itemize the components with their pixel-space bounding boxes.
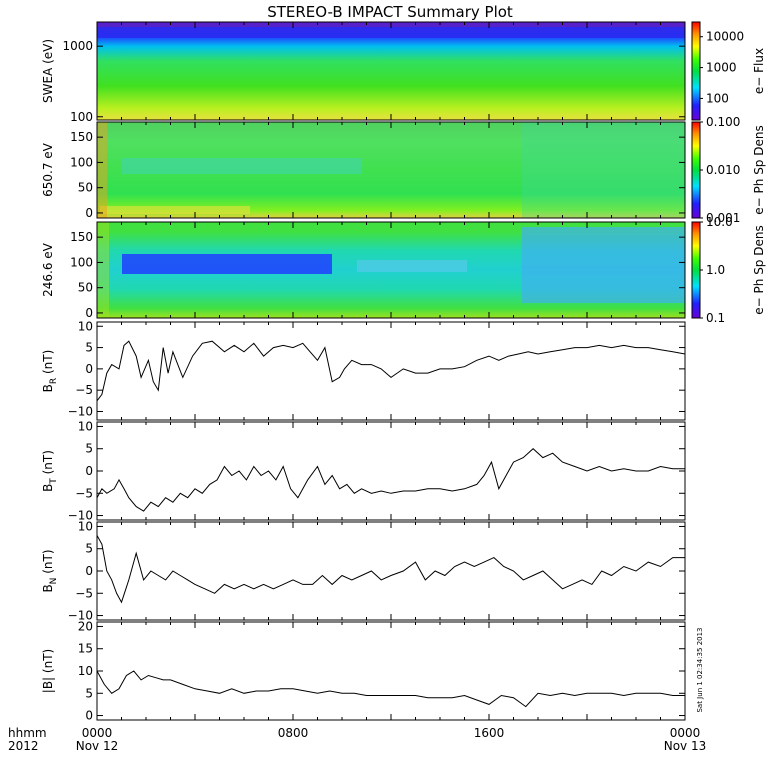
colorbar-label: e− Flux: [752, 48, 766, 94]
colorbar-tick-label: 0.100: [706, 115, 740, 129]
y-tick-label: 10: [78, 664, 93, 678]
panel-6: 10 5 0 −5 −10 BN (nT): [41, 519, 686, 623]
heatmap-band: [97, 222, 109, 318]
heatmap-band: [122, 158, 362, 174]
y-tick-label: 20: [78, 619, 93, 633]
colorbar-tick-label: 0.1: [706, 311, 725, 325]
heatmap-fill: [97, 122, 685, 218]
panel-frame: [96, 421, 686, 521]
y-tick-label: 0: [85, 464, 93, 478]
heatmap-band: [100, 206, 250, 214]
y-axis-label: 246.6 eV: [41, 242, 55, 297]
y-axis-label: SWEA (eV): [41, 39, 55, 103]
colorbar-tick-label: 1000: [706, 61, 737, 75]
panel-frame: [96, 621, 686, 721]
colorbar-label: e− Ph Sp Dens: [752, 225, 766, 314]
time-tick-label: 0000: [670, 726, 701, 740]
y-tick-label: 15: [78, 642, 93, 656]
series-line: [96, 448, 685, 512]
series-line: [96, 535, 685, 604]
colorbar: [691, 121, 701, 219]
heatmap-band: [97, 122, 107, 218]
colorbar: [691, 21, 701, 121]
colorbar-tick-label: 0.001: [706, 211, 740, 225]
y-tick-label: −5: [75, 586, 93, 600]
panel-7: 20 15 10 5 0 |B| (nT): [41, 619, 686, 723]
time-axis-label: hhmm: [8, 726, 47, 740]
time-tick-date: Nov 12: [76, 739, 119, 753]
y-tick-label: −10: [68, 404, 93, 418]
time-tick-label: 0000: [82, 726, 113, 740]
y-tick-label: 100: [70, 110, 93, 124]
colorbar-label: e− Ph Sp Dens: [752, 125, 766, 214]
y-tick-label: 10: [78, 519, 93, 533]
series-line: [96, 670, 685, 708]
y-tick-label: −5: [75, 486, 93, 500]
panel-2: 0.100 0.010 0.001 e− Ph Sp Dens 150 100 50 0 650…: [41, 115, 766, 225]
y-tick-label: 5: [85, 442, 93, 456]
y-tick-label: 10: [78, 319, 93, 333]
panel-3: 10.0 1.0 0.1 e− Ph Sp Dens 150 100 50 0 246.6 eV: [41, 215, 766, 325]
y-axis-label: |B| (nT): [41, 649, 55, 693]
y-tick-label: 150: [70, 230, 93, 244]
y-tick-label: 5: [85, 542, 93, 556]
timestamp-stamp: Sat Jun 1 02:34:35 2013: [696, 627, 704, 712]
y-tick-label: 0: [85, 709, 93, 723]
time-axis-year: 2012: [8, 739, 39, 753]
heatmap-fill: [97, 22, 685, 120]
colorbar-tick-label: 10000: [706, 30, 744, 44]
y-tick-label: 0: [85, 362, 93, 376]
y-tick-label: 150: [70, 130, 93, 144]
y-axis-label: BR (nT): [41, 350, 59, 393]
panel-5: 10 5 0 −5 −10 BT (nT): [41, 419, 686, 523]
colorbar-tick-label: 1.0: [706, 263, 725, 277]
time-tick-label: 0800: [278, 726, 309, 740]
y-tick-label: 10: [78, 419, 93, 433]
y-tick-label: 1000: [62, 39, 93, 53]
colorbar-tick-label: 100: [706, 91, 729, 105]
time-tick-date: Nov 13: [664, 739, 707, 753]
plot-title: STEREO-B IMPACT Summary Plot: [267, 3, 513, 21]
y-axis-label: 650.7 eV: [41, 142, 55, 197]
panel-1: 10000 1000 100 e− Flux 1000 100 SWEA (eV): [41, 21, 766, 124]
heatmap-band: [357, 260, 467, 272]
panel-4: 10 5 0 −5 −10 BR (nT): [41, 319, 686, 421]
colorbar-tick-label: 0.010: [706, 163, 740, 177]
series-line: [96, 340, 686, 402]
y-axis-label: BN (nT): [41, 549, 59, 592]
y-tick-label: 0: [85, 306, 93, 320]
y-tick-label: 0: [85, 206, 93, 220]
y-tick-label: −5: [75, 383, 93, 397]
heatmap-band: [522, 227, 685, 303]
y-tick-label: 100: [70, 255, 93, 269]
y-tick-label: −10: [68, 509, 93, 523]
colorbar-tick-label: 10.0: [706, 215, 733, 229]
y-tick-label: 5: [85, 686, 93, 700]
y-tick-label: 100: [70, 155, 93, 169]
heatmap-band: [522, 122, 685, 218]
heatmap-band: [122, 254, 332, 274]
y-tick-label: 50: [78, 281, 93, 295]
time-tick-label: 1600: [474, 726, 505, 740]
y-tick-label: 0: [85, 564, 93, 578]
y-tick-label: 5: [85, 341, 93, 355]
colorbar: [691, 221, 701, 319]
panel-frame: [96, 521, 686, 621]
y-tick-label: 50: [78, 181, 93, 195]
heatmap-band: [97, 26, 685, 38]
y-axis-label: BT (nT): [41, 450, 59, 492]
y-tick-label: −10: [68, 609, 93, 623]
